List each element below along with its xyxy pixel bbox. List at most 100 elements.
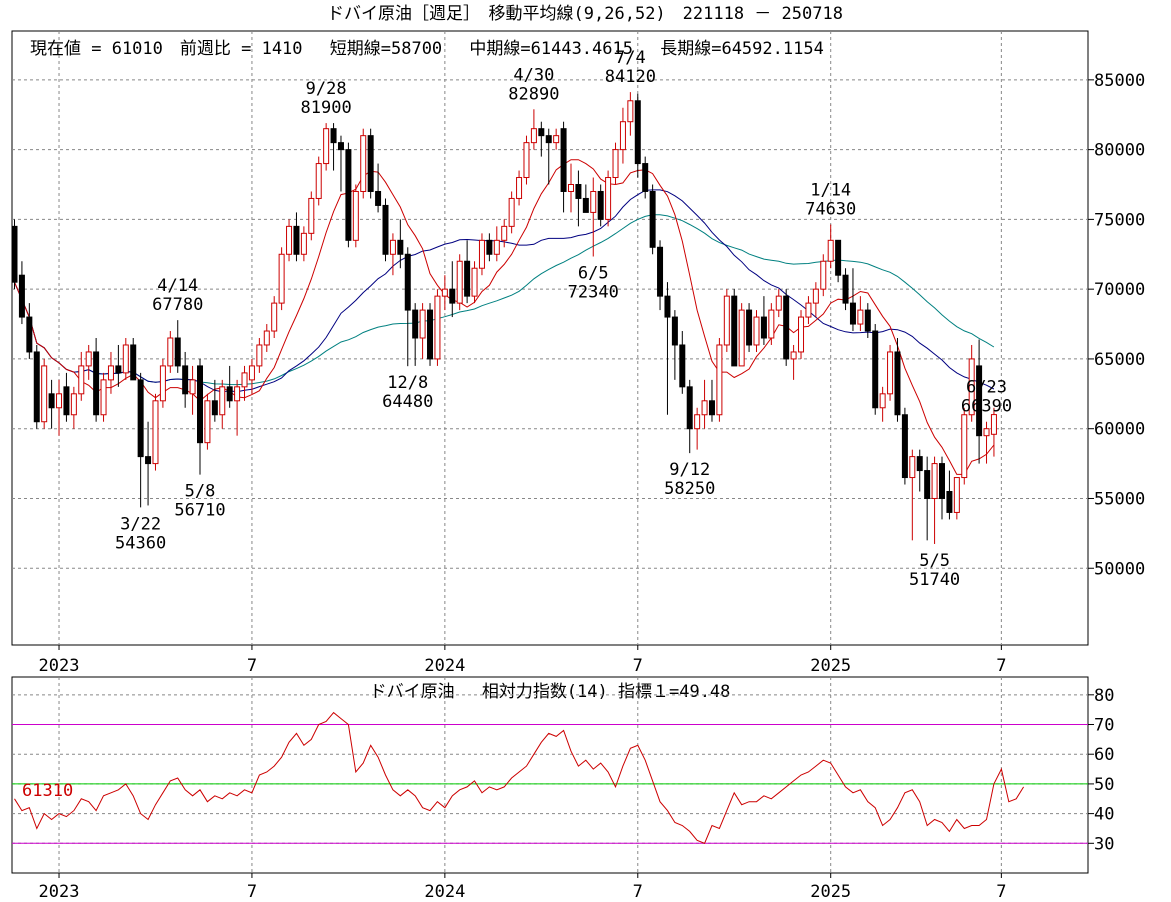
x-tick-label: 2024 — [424, 656, 465, 676]
candle-body — [167, 337, 174, 367]
candle-body — [657, 246, 664, 297]
candle — [345, 142, 352, 248]
candle-body — [642, 163, 649, 192]
y-tick-label: 50 — [1094, 775, 1114, 795]
candle-body — [990, 414, 997, 435]
candle — [990, 407, 997, 457]
annotation-date: 4/30 — [513, 65, 554, 85]
candle-body — [382, 204, 389, 255]
candle-body — [931, 463, 938, 499]
y-tick-label: 80 — [1094, 686, 1114, 706]
candle — [182, 351, 189, 408]
candle-body — [286, 225, 293, 255]
candle — [412, 303, 419, 366]
candle-body — [271, 302, 278, 332]
rsi-x-axis: 2023 7 2024 7 2025 7 — [39, 873, 1006, 902]
y-tick-label: 70000 — [1094, 280, 1145, 300]
candle-body — [560, 128, 567, 192]
candle — [159, 358, 166, 408]
candle — [612, 142, 619, 185]
candle-body — [211, 400, 218, 416]
candle-body — [33, 351, 40, 423]
candle-body — [152, 400, 159, 465]
x-tick-label: 2025 — [810, 882, 851, 902]
candle-body — [849, 302, 856, 325]
candle-body — [323, 128, 330, 165]
candle-body — [887, 351, 894, 395]
annotation-date: 3/22 — [120, 514, 161, 534]
candle — [122, 338, 129, 380]
candle-body — [901, 414, 908, 479]
candle — [812, 282, 819, 318]
candle-body — [486, 239, 493, 255]
main-grid — [12, 31, 1088, 645]
candle-body — [248, 365, 255, 381]
candle — [152, 393, 159, 471]
candle-body — [337, 142, 344, 151]
candle — [768, 303, 775, 345]
candle-body — [857, 309, 864, 325]
candle-body — [41, 365, 48, 423]
candle — [471, 261, 478, 304]
candle — [100, 372, 107, 422]
candle — [204, 393, 211, 450]
main-chart-title: ドバイ原油［週足］ 移動平均線(9,26,52) 221118 － 250718 — [327, 4, 843, 24]
candle — [679, 331, 686, 394]
candle — [323, 123, 330, 171]
candle — [530, 109, 537, 150]
candle-body — [731, 295, 738, 367]
candle — [619, 107, 626, 164]
candle — [337, 135, 344, 192]
candle — [478, 233, 485, 276]
candle-body — [308, 197, 315, 234]
candle — [389, 233, 396, 276]
x-tick-label: 2025 — [810, 656, 851, 676]
candle-body — [219, 386, 226, 416]
candle — [605, 170, 612, 227]
candle-body — [953, 477, 960, 513]
candle-body — [783, 295, 790, 360]
candle-body — [827, 239, 834, 262]
candle — [508, 191, 515, 234]
annotation-date: 6/5 — [578, 264, 609, 284]
candle — [256, 338, 263, 373]
candle-body — [189, 379, 196, 395]
annotation-value: 81900 — [301, 98, 352, 118]
candle — [419, 303, 426, 359]
candle-body — [419, 309, 426, 339]
candle — [545, 128, 552, 185]
candle — [360, 128, 367, 199]
candle — [115, 344, 122, 387]
candle-body — [26, 316, 33, 353]
candle — [553, 128, 560, 150]
candle — [486, 233, 493, 262]
candle — [642, 156, 649, 199]
candle-body — [545, 135, 552, 144]
candle — [731, 289, 738, 367]
candle — [63, 372, 70, 422]
candle — [835, 239, 842, 283]
candle — [760, 296, 767, 345]
candle — [568, 163, 574, 213]
candle — [85, 344, 92, 380]
candle-body — [56, 393, 63, 409]
annotation-date: 4/14 — [157, 276, 198, 296]
candle — [189, 365, 196, 415]
candle-body — [516, 177, 523, 199]
candle-body — [924, 470, 931, 499]
candle — [753, 310, 760, 352]
candle — [775, 289, 782, 318]
candle — [167, 331, 174, 373]
candle-body — [404, 253, 411, 311]
candle — [11, 219, 18, 290]
candle-body — [553, 135, 560, 144]
main-x-axis: 2023 7 2024 7 2025 7 — [39, 645, 1006, 676]
candle-body — [263, 330, 270, 346]
candle — [33, 344, 40, 429]
candle — [627, 92, 634, 136]
y-tick-label: 55000 — [1094, 489, 1145, 509]
candle-body — [701, 400, 708, 416]
candle-body — [753, 316, 760, 346]
candle — [70, 386, 77, 429]
